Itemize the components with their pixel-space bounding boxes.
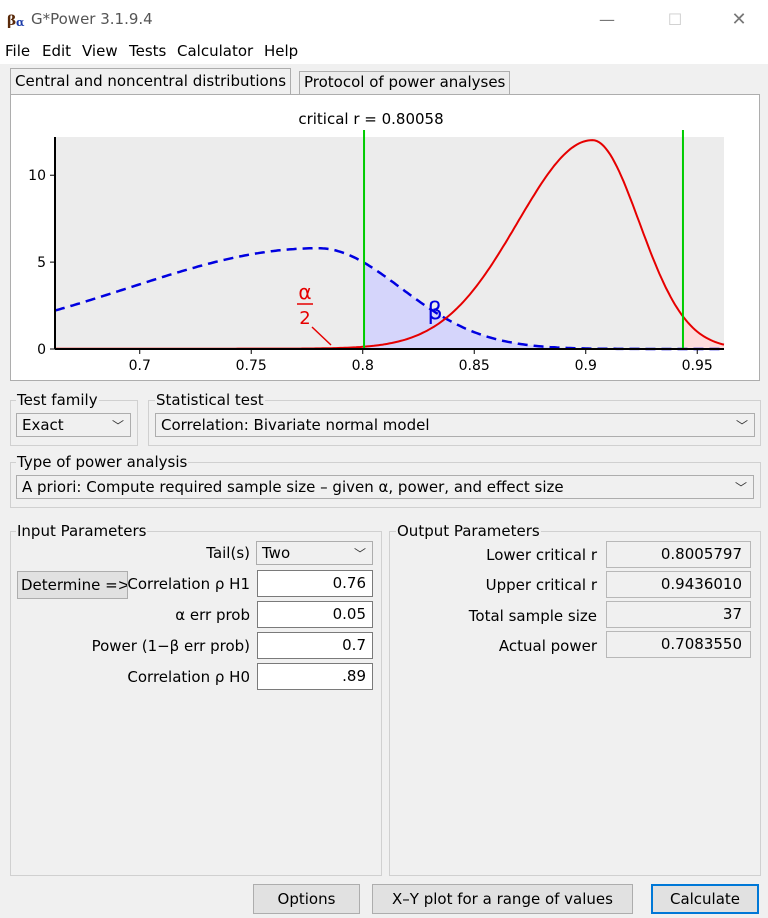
alpha-label: α err prob — [175, 606, 250, 624]
gpower-beta-alpha-icon: β α — [7, 13, 25, 28]
chevron-down-icon: ﹀ — [111, 419, 124, 433]
window-title: G*Power 3.1.9.4 — [31, 10, 153, 28]
xy-plot-button[interactable]: X–Y plot for a range of values — [372, 884, 633, 914]
tab-central-distributions[interactable]: Central and noncentral distributions — [10, 68, 292, 95]
x-tick-label: 0.9 — [575, 358, 597, 374]
determine-button[interactable]: Determine => — [17, 571, 128, 599]
power-analysis-label: Type of power analysis — [16, 453, 189, 471]
power-analysis-group — [10, 462, 761, 508]
alpha-numerator-label: α — [298, 280, 311, 304]
sample-size-value: 37 — [606, 601, 751, 628]
svg-text:β: β — [7, 13, 16, 28]
svg-text:α: α — [16, 16, 25, 28]
output-parameters-group — [389, 531, 761, 876]
alpha-region-right — [683, 316, 724, 349]
statistical-test-select[interactable]: Correlation: Bivariate normal model ﹀ — [155, 413, 755, 437]
rho-h1-input[interactable]: 0.76 — [257, 570, 373, 597]
y-tick-label: 5 — [37, 255, 46, 271]
rho-h1-label: Correlation ρ H1 — [127, 575, 250, 593]
alpha-input[interactable]: 0.05 — [257, 601, 373, 628]
title-bar: β α G*Power 3.1.9.4 — ☐ ✕ — [0, 0, 768, 38]
maximize-button[interactable]: ☐ — [667, 10, 683, 29]
tails-label: Tail(s) — [206, 544, 250, 562]
calculate-button[interactable]: Calculate — [651, 884, 759, 914]
beta-region — [364, 262, 683, 349]
tab-protocol[interactable]: Protocol of power analyses — [299, 71, 511, 95]
x-tick-label: 0.8 — [352, 358, 374, 374]
lower-critical-value: 0.8005797 — [606, 541, 751, 568]
power-input[interactable]: 0.7 — [257, 632, 373, 659]
x-tick-label: 0.85 — [459, 358, 490, 374]
chevron-down-icon: ﹀ — [353, 547, 366, 561]
rho-h0-input[interactable]: .89 — [257, 663, 373, 690]
h1-distribution-curve — [54, 246, 724, 351]
distribution-plot-panel: critical r = 0.80058 0.7 0.75 0.8 0.85 0.9 0.… — [10, 94, 760, 381]
x-tick-label: 0.7 — [129, 358, 151, 374]
menu-edit[interactable]: Edit — [42, 42, 72, 60]
x-tick-label: 0.75 — [236, 358, 267, 374]
tails-select[interactable]: Two ﹀ — [256, 541, 373, 565]
statistical-test-group — [148, 400, 761, 446]
beta-label: β — [427, 297, 442, 325]
chevron-down-icon: ﹀ — [735, 419, 748, 433]
test-family-select[interactable]: Exact ﹀ — [16, 413, 131, 437]
actual-power-value: 0.7083550 — [606, 631, 751, 658]
alpha-pointer — [311, 326, 332, 346]
menu-view[interactable]: View — [82, 42, 118, 60]
power-analysis-select[interactable]: A priori: Compute required sample size –… — [16, 475, 754, 499]
close-button[interactable]: ✕ — [731, 9, 747, 30]
minimize-button[interactable]: — — [599, 10, 615, 29]
power-label: Power (1−β err prob) — [91, 637, 250, 655]
menu-bar: File Edit View Tests Calculator Help — [0, 38, 768, 64]
alpha-denominator-label: 2 — [299, 308, 310, 329]
x-tick-label: 0.95 — [682, 358, 713, 374]
rho-h0-label: Correlation ρ H0 — [127, 668, 250, 686]
actual-power-label: Actual power — [498, 637, 597, 655]
test-family-label: Test family — [16, 391, 99, 409]
statistical-test-value: Correlation: Bivariate normal model — [161, 416, 430, 434]
input-parameters-label: Input Parameters — [16, 522, 148, 540]
output-parameters-label: Output Parameters — [396, 522, 541, 540]
distribution-plot: critical r = 0.80058 0.7 0.75 0.8 0.85 0.9 0.… — [28, 110, 725, 374]
input-parameters-group — [10, 531, 382, 876]
menu-tests[interactable]: Tests — [129, 42, 167, 60]
power-analysis-value: A priori: Compute required sample size –… — [22, 478, 564, 496]
lower-critical-label: Lower critical r — [486, 546, 597, 564]
y-tick-label: 0 — [37, 342, 46, 358]
statistical-test-label: Statistical test — [155, 391, 265, 409]
menu-file[interactable]: File — [5, 42, 31, 60]
upper-critical-value: 0.9436010 — [606, 571, 751, 598]
chevron-down-icon: ﹀ — [734, 481, 747, 495]
upper-critical-label: Upper critical r — [485, 576, 597, 594]
plot-title: critical r = 0.80058 — [298, 110, 443, 128]
sample-size-label: Total sample size — [468, 607, 597, 625]
tails-value: Two — [262, 544, 291, 562]
menu-help[interactable]: Help — [264, 42, 299, 60]
options-button[interactable]: Options — [253, 884, 360, 914]
menu-calculator[interactable]: Calculator — [177, 42, 254, 60]
test-family-value: Exact — [22, 416, 64, 434]
y-tick-label: 10 — [28, 168, 46, 184]
